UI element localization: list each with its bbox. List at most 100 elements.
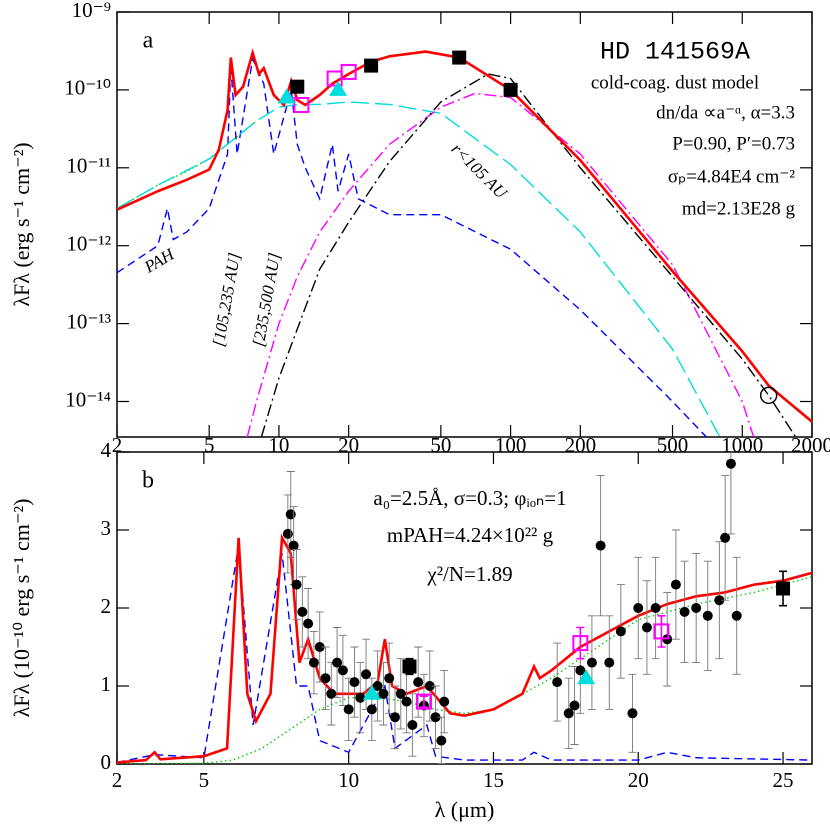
model-curve bbox=[260, 73, 797, 437]
data-point bbox=[285, 509, 296, 520]
annotation: md=2.13E28 g bbox=[682, 198, 796, 219]
plot-frame bbox=[116, 11, 813, 438]
data-point bbox=[575, 665, 586, 676]
x-tick-label: 10 bbox=[268, 433, 289, 457]
data-point bbox=[702, 610, 713, 621]
data-point bbox=[720, 532, 731, 543]
data-point bbox=[361, 669, 372, 680]
curve-label: PAH bbox=[140, 244, 179, 277]
data-point bbox=[670, 579, 681, 590]
data-point bbox=[402, 659, 417, 674]
data-point bbox=[290, 79, 305, 94]
data-point bbox=[415, 693, 432, 710]
y-axis-label: λFλ (10⁻¹⁰ erg s⁻¹ cm⁻²) bbox=[9, 499, 34, 718]
x-tick-label: 10 bbox=[338, 768, 359, 792]
data-point bbox=[653, 623, 670, 640]
chart-title: HD 141569A bbox=[600, 38, 750, 67]
data-point bbox=[355, 692, 366, 703]
panel-label: a bbox=[143, 28, 154, 54]
x-tick-label: 2 bbox=[112, 768, 123, 792]
x-tick-label: 100 bbox=[495, 433, 527, 457]
data-point bbox=[340, 63, 357, 80]
data-point bbox=[413, 677, 424, 688]
data-point bbox=[291, 579, 302, 590]
data-point bbox=[303, 618, 314, 629]
x-tick-label: 5 bbox=[199, 768, 210, 792]
data-point bbox=[776, 581, 791, 596]
data-point bbox=[572, 635, 589, 652]
data-point bbox=[366, 704, 377, 715]
y-tick-label: 10⁻¹² bbox=[66, 232, 111, 256]
y-tick-label: 0 bbox=[101, 750, 112, 774]
curve-label: [235,500 AU] bbox=[249, 251, 284, 348]
data-point bbox=[349, 677, 360, 688]
plot-area bbox=[117, 48, 812, 437]
y-tick-label: 10⁻¹⁰ bbox=[64, 76, 111, 100]
model-curve bbox=[117, 101, 721, 437]
data-point bbox=[372, 681, 383, 691]
annotation: χ²/N=1.89 bbox=[426, 562, 512, 586]
data-point bbox=[401, 696, 412, 707]
data-point bbox=[503, 82, 518, 97]
y-tick-label: 10⁻⁹ bbox=[72, 0, 111, 22]
annotation: dn/da ∝a⁻ᵅ, α=3.3 bbox=[656, 102, 795, 123]
annotation: P=0.90, P′=0.73 bbox=[672, 133, 795, 154]
x-tick-label: 2000 bbox=[791, 433, 830, 457]
y-tick-label: 10⁻¹⁴ bbox=[65, 387, 111, 411]
data-point bbox=[627, 708, 638, 719]
data-point bbox=[395, 688, 406, 699]
data-point bbox=[436, 735, 447, 746]
y-tick-label: 1 bbox=[101, 672, 112, 696]
curve-label: r<105 AU bbox=[448, 139, 512, 203]
y-axis-label: λFλ (erg s⁻¹ cm⁻²) bbox=[9, 142, 34, 306]
data-point bbox=[439, 696, 450, 707]
x-tick-label: 5 bbox=[204, 433, 215, 457]
data-point bbox=[314, 642, 325, 652]
data-point bbox=[731, 610, 742, 621]
data-point bbox=[320, 673, 331, 684]
data-point bbox=[615, 626, 626, 637]
data-point bbox=[362, 684, 381, 700]
data-point bbox=[288, 540, 299, 551]
data-point bbox=[329, 80, 348, 96]
x-tick-label: 50 bbox=[430, 433, 451, 457]
x-axis-label: λ (μm) bbox=[435, 797, 495, 822]
panel-label: b bbox=[142, 468, 154, 494]
data-point bbox=[604, 657, 615, 668]
y-tick-label: 10⁻¹³ bbox=[66, 309, 111, 333]
model-curve bbox=[246, 92, 755, 437]
data-point bbox=[552, 677, 563, 688]
x-tick-label: 1000 bbox=[721, 433, 763, 457]
x-tick-label: 25 bbox=[773, 768, 794, 792]
x-tick-label: 20 bbox=[338, 433, 359, 457]
data-point bbox=[390, 712, 400, 723]
plot-area bbox=[117, 452, 812, 764]
data-point bbox=[452, 50, 467, 65]
model-curve bbox=[117, 56, 707, 437]
data-point bbox=[569, 700, 580, 711]
y-tick-label: 2 bbox=[101, 594, 112, 618]
data-point bbox=[691, 603, 702, 613]
model-curve bbox=[117, 533, 812, 764]
data-point bbox=[424, 681, 435, 691]
data-point bbox=[293, 96, 310, 113]
annotation: mPAH=4.24×10²² g bbox=[387, 523, 554, 547]
annotation: σₚ=4.84E4 cm⁻² bbox=[668, 166, 795, 187]
data-point bbox=[364, 58, 379, 73]
error-bar bbox=[419, 695, 428, 708]
x-tick-label: 15 bbox=[483, 768, 504, 792]
data-point bbox=[326, 688, 337, 699]
x-tick-label: 500 bbox=[657, 433, 689, 457]
error-bar bbox=[576, 626, 585, 660]
data-point bbox=[577, 669, 596, 685]
data-point bbox=[337, 665, 348, 676]
data-point bbox=[595, 540, 606, 551]
annotation: cold-coag. dust model bbox=[591, 72, 759, 93]
data-point bbox=[407, 720, 418, 730]
data-point bbox=[759, 386, 778, 405]
curve-label: [105,235 AU] bbox=[209, 251, 244, 348]
data-point bbox=[633, 603, 644, 613]
y-tick-label: 4 bbox=[101, 438, 112, 462]
